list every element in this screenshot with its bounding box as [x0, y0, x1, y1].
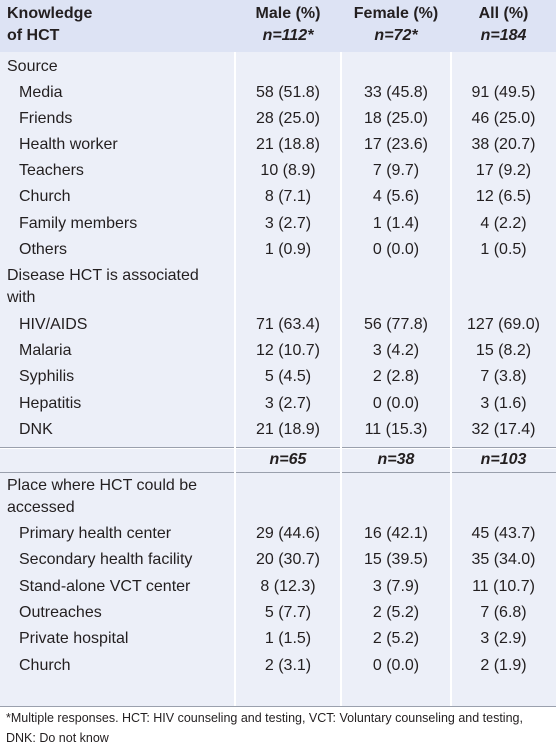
cell-female: 17 (23.6)	[363, 136, 429, 153]
cell-all: 46 (25.0)	[471, 110, 536, 127]
subheader-female-n: n=38	[377, 451, 415, 468]
table-body-band-2	[0, 449, 556, 706]
header-all-n: n=184	[480, 27, 527, 44]
table-header-band	[0, 0, 556, 52]
row-label: Church	[19, 188, 71, 205]
header-of-hct: of HCT	[7, 27, 60, 44]
cell-male: 21 (18.8)	[255, 136, 321, 153]
row-label: Others	[19, 241, 68, 258]
cell-male: 5 (7.7)	[264, 604, 312, 621]
row-label: Syphilis	[19, 368, 75, 385]
cell-female: 11 (15.3)	[364, 421, 428, 438]
cell-all: 38 (20.7)	[471, 136, 536, 153]
cell-male: 8 (12.3)	[260, 578, 316, 595]
cell-male: 20 (30.7)	[255, 551, 321, 568]
table-footnote: *Multiple responses. HCT: HIV counseling…	[6, 711, 523, 745]
cell-all: 7 (3.8)	[480, 368, 527, 385]
cell-all: 7 (6.8)	[480, 604, 527, 621]
cell-female: 7 (9.7)	[372, 162, 420, 179]
cell-all: 32 (17.4)	[471, 421, 536, 438]
cell-male: 3 (2.7)	[264, 215, 312, 232]
header-female-n: n=72*	[374, 27, 418, 44]
divider-rule	[0, 472, 556, 473]
cell-male: 1 (1.5)	[264, 630, 312, 647]
header-female: Female (%)	[353, 5, 439, 22]
row-label: Hepatitis	[19, 395, 82, 412]
cell-all: 1 (0.5)	[480, 241, 527, 258]
table-body-band-1	[0, 52, 556, 447]
cell-female: 2 (5.2)	[372, 630, 420, 647]
cell-female: 4 (5.6)	[372, 188, 420, 205]
cell-male: 2 (3.1)	[264, 657, 312, 674]
row-label: Friends	[19, 110, 73, 127]
column-separator	[340, 52, 342, 706]
cell-all: 35 (34.0)	[471, 551, 536, 568]
row-label: DNK	[19, 421, 53, 438]
cell-male: 8 (7.1)	[264, 188, 312, 205]
header-male: Male (%)	[255, 5, 321, 22]
row-label: Church	[19, 657, 71, 674]
cell-male: 21 (18.9)	[255, 421, 321, 438]
header-knowledge: Knowledge	[7, 5, 93, 22]
cell-female: 18 (25.0)	[363, 110, 429, 127]
cell-female: 16 (42.1)	[363, 525, 429, 542]
row-label: Media	[19, 84, 63, 101]
cell-male: 3 (2.7)	[264, 395, 312, 412]
cell-male: 5 (4.5)	[264, 368, 312, 385]
cell-all: 4 (2.2)	[480, 215, 527, 232]
cell-male: 28 (25.0)	[255, 110, 321, 127]
cell-all: 3 (2.9)	[480, 630, 527, 647]
cell-all: 11 (10.7)	[472, 578, 535, 595]
subheader-male-n: n=65	[269, 451, 307, 468]
cell-female: 3 (7.9)	[372, 578, 420, 595]
cell-male: 1 (0.9)	[264, 241, 312, 258]
cell-female: 33 (45.8)	[363, 84, 429, 101]
cell-all: 91 (49.5)	[471, 84, 536, 101]
cell-all: 2 (1.9)	[480, 657, 527, 674]
table-bottom-rule	[0, 706, 556, 707]
row-label: Teachers	[19, 162, 84, 179]
cell-female: 0 (0.0)	[372, 657, 420, 674]
cell-all: 3 (1.6)	[480, 395, 527, 412]
cell-all: 45 (43.7)	[471, 525, 536, 542]
cell-all: 12 (6.5)	[475, 188, 532, 205]
header-all: All (%)	[478, 5, 529, 22]
cell-male: 10 (8.9)	[260, 162, 316, 179]
column-separator	[450, 52, 452, 706]
cell-female: 2 (2.8)	[372, 368, 420, 385]
cell-all: 17 (9.2)	[475, 162, 532, 179]
cell-female: 3 (4.2)	[372, 342, 420, 359]
row-label: Malaria	[19, 342, 72, 359]
row-label: Private hospital	[19, 630, 129, 647]
cell-male: 29 (44.6)	[255, 525, 321, 542]
row-label: Primary health center	[19, 525, 172, 542]
row-label: HIV/AIDS	[19, 316, 88, 333]
row-label: Family members	[19, 215, 138, 232]
cell-female: 1 (1.4)	[372, 215, 420, 232]
cell-female: 15 (39.5)	[363, 551, 429, 568]
cell-male: 12 (10.7)	[255, 342, 321, 359]
cell-female: 56 (77.8)	[363, 316, 429, 333]
row-label: Outreaches	[19, 604, 102, 621]
cell-female: 0 (0.0)	[372, 241, 420, 258]
cell-all: 127 (69.0)	[467, 316, 540, 333]
cell-all: 15 (8.2)	[475, 342, 532, 359]
row-label: Secondary health facility	[19, 551, 193, 568]
cell-male: 58 (51.8)	[255, 84, 321, 101]
column-separator	[234, 52, 236, 706]
row-label: Health worker	[19, 136, 118, 153]
row-label: Stand-alone VCT center	[19, 578, 191, 595]
cell-female: 0 (0.0)	[372, 395, 420, 412]
section-title-disease: Disease HCT is associated	[7, 267, 199, 284]
section-title-place: Place where HCT could be	[7, 477, 198, 494]
subheader-all-n: n=103	[480, 451, 527, 468]
section-title-place-cont: accessed	[7, 499, 75, 516]
section-title-source: Source	[7, 58, 58, 75]
divider-rule	[0, 447, 556, 448]
section-title-disease-cont: with	[7, 289, 36, 306]
cell-female: 2 (5.2)	[372, 604, 420, 621]
cell-male: 71 (63.4)	[255, 316, 321, 333]
header-male-n: n=112*	[262, 27, 314, 44]
